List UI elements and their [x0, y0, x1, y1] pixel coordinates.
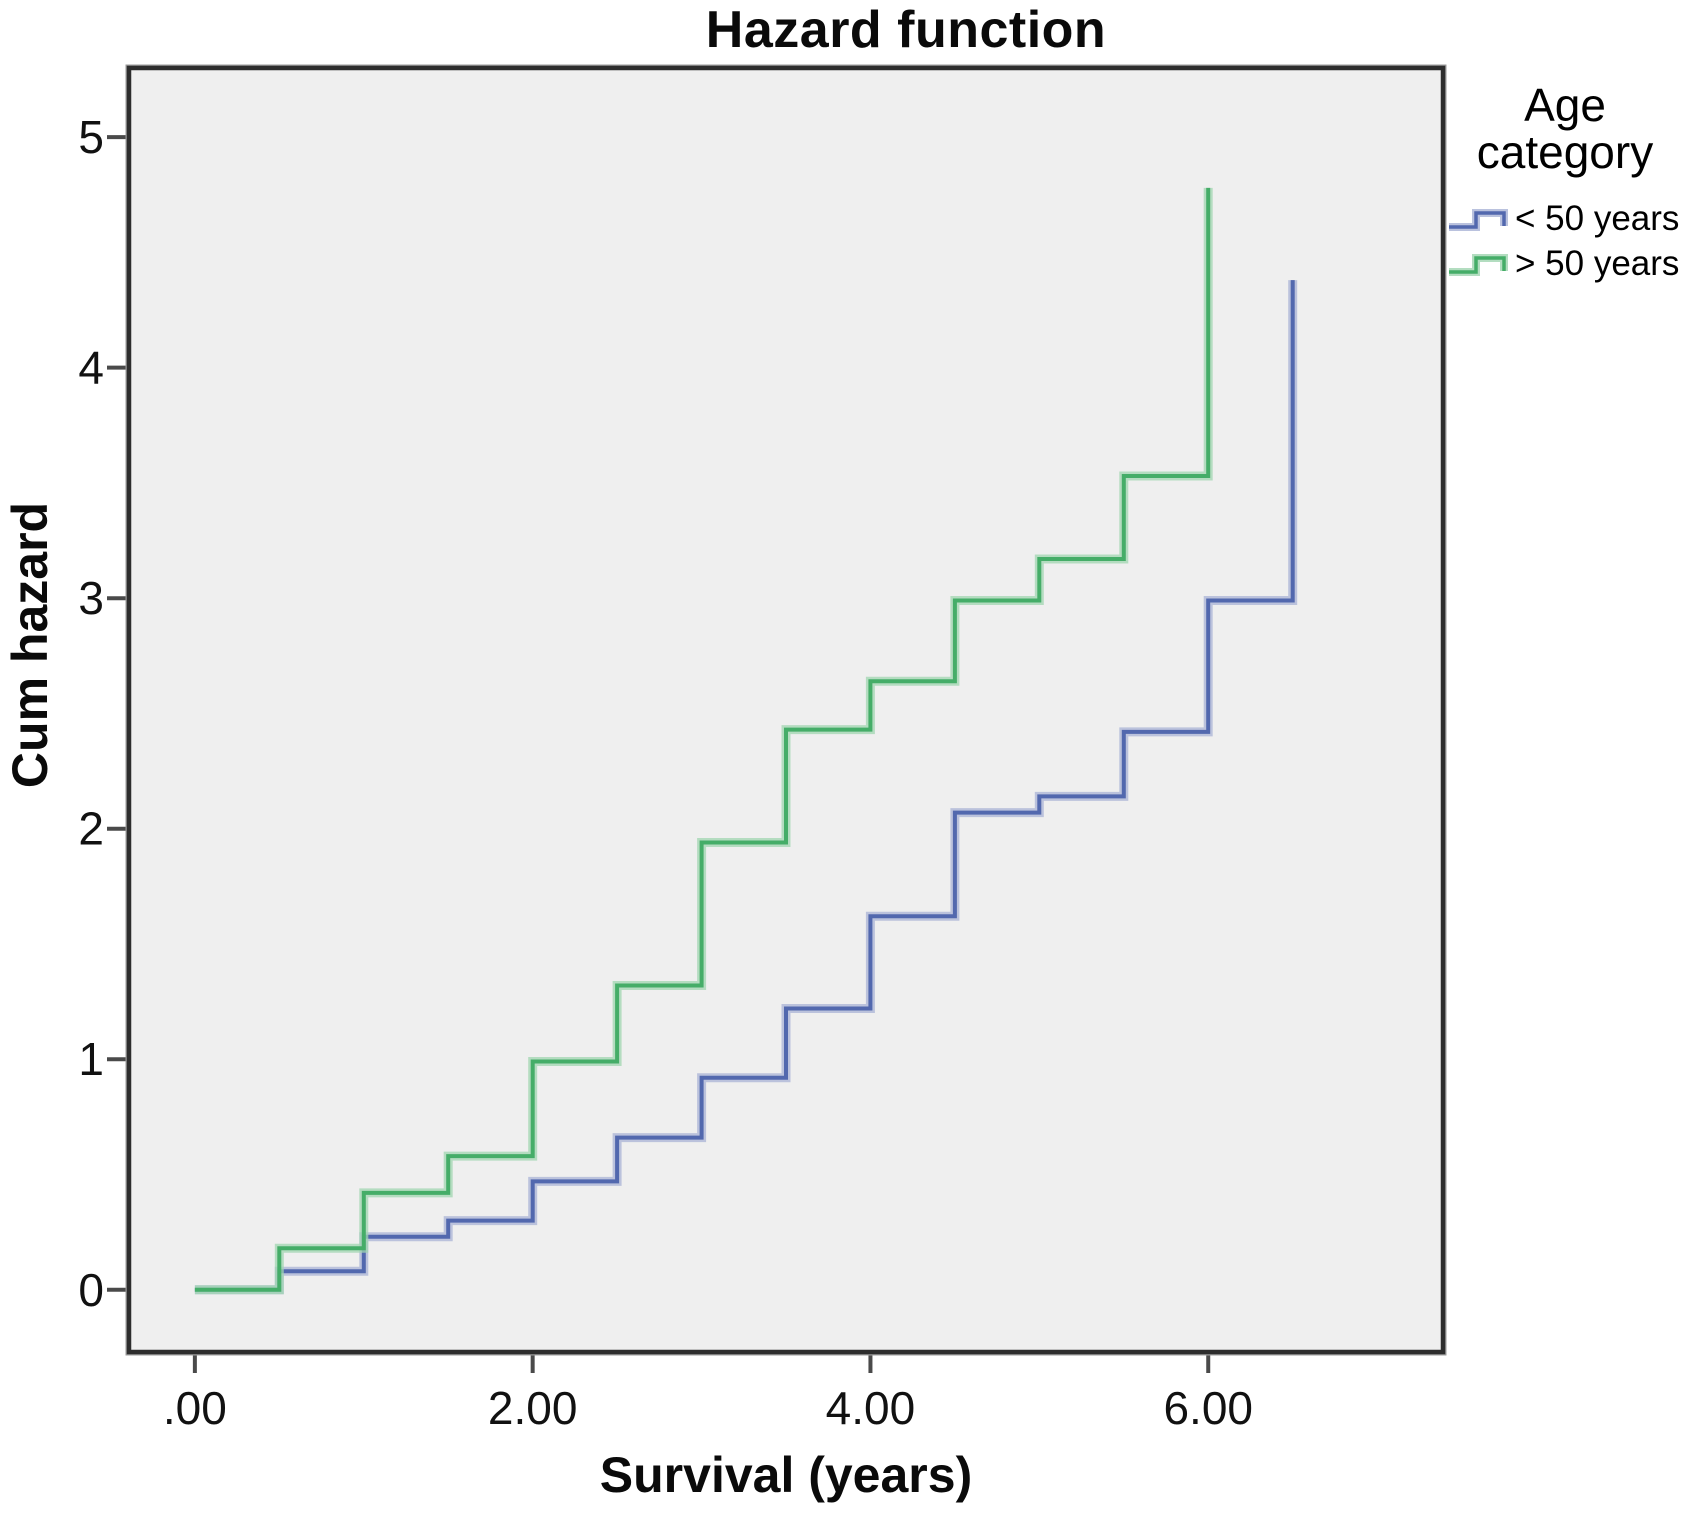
plot-frame	[126, 65, 1446, 1355]
plot-frame-outer	[125, 64, 1447, 1356]
chart-title: Hazard function	[705, 1, 1107, 59]
legend-step-icon-over-50	[1449, 253, 1508, 276]
legend-item-under-50: < 50 years	[1447, 196, 1683, 241]
legend-title-line-1: Age	[1524, 79, 1606, 131]
plot-background	[129, 68, 1443, 1352]
y-tick-label-3: 3	[78, 572, 104, 624]
legend-item-over-50: > 50 years	[1447, 241, 1683, 286]
step-line-under-50	[194, 280, 1295, 1292]
step-line-over-50	[194, 187, 1211, 1292]
legend-title-line-2: category	[1476, 126, 1654, 178]
legend-label-under-50: < 50 years	[1515, 198, 1680, 238]
legend-step-icon-under-50	[1449, 208, 1508, 231]
x-tick-label-2: 4.00	[826, 1382, 916, 1434]
y-tick-label-5: 5	[78, 111, 104, 163]
x-tick-label-1: 2.00	[488, 1382, 578, 1434]
x-tick-label-0: .00	[163, 1382, 227, 1434]
y-tick-label-1: 1	[78, 1033, 104, 1085]
x-axis-title: Survival (years)	[599, 1447, 973, 1503]
y-tick-label-2: 2	[78, 803, 104, 855]
legend-label-over-50: > 50 years	[1515, 243, 1680, 283]
legend-title: Age category	[1447, 82, 1683, 176]
y-tick-label-4: 4	[78, 342, 104, 394]
legend: Age category < 50 years > 50 years	[1447, 82, 1683, 286]
legend-items: < 50 years > 50 years	[1447, 196, 1683, 286]
x-tick-label-3: 6.00	[1163, 1382, 1253, 1434]
y-tick-label-0: 0	[78, 1264, 104, 1316]
